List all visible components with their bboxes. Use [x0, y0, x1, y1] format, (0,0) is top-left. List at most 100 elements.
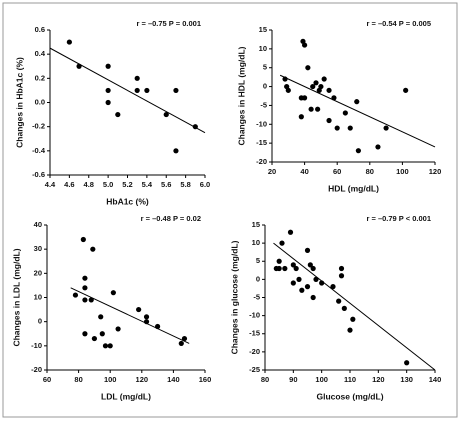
point — [347, 125, 353, 131]
point — [310, 294, 316, 301]
point — [82, 297, 88, 303]
y-tick-label: 0 — [263, 82, 267, 91]
point — [296, 276, 302, 282]
annotation: r = –0.79 P < 0.001 — [366, 214, 431, 223]
fit-line — [273, 242, 436, 371]
annotation: r = –0.48 P = 0.02 — [141, 214, 201, 223]
point — [326, 117, 332, 124]
x-tick-label: 160 — [199, 375, 212, 384]
y-tick-label: -5 — [253, 292, 260, 301]
y-tick-label: 10 — [34, 292, 42, 301]
x-axis-title: Glucose (mg/dL) — [316, 391, 383, 401]
point — [105, 63, 111, 69]
x-axis-title: LDL (mg/dL) — [101, 391, 151, 401]
point — [144, 87, 150, 94]
y-tick-label: 0 — [256, 274, 260, 283]
point — [276, 265, 282, 272]
point — [304, 247, 311, 253]
point — [334, 125, 340, 131]
x-tick-label: 110 — [344, 375, 356, 384]
point — [350, 316, 356, 322]
y-tick-label: -15 — [256, 138, 267, 147]
y-tick-label: -0.4 — [32, 146, 46, 155]
y-tick-label: -0.2 — [32, 122, 45, 131]
y-tick-label: 0.0 — [35, 97, 45, 106]
point — [80, 236, 86, 243]
point — [302, 95, 308, 101]
point — [276, 258, 282, 264]
point — [173, 148, 179, 154]
fit-line — [279, 74, 436, 148]
y-tick-label: -5 — [260, 100, 267, 109]
annotation: r = –0.75 P = 0.001 — [136, 19, 201, 28]
y-axis-title: Changes in LDL (mg/dL) — [11, 248, 21, 346]
x-tick-label: 5.2 — [122, 180, 132, 189]
point — [341, 305, 347, 311]
point — [105, 99, 111, 106]
point — [347, 327, 353, 333]
point — [110, 290, 116, 296]
point — [82, 275, 88, 281]
y-tick-label: 20 — [34, 268, 42, 277]
x-tick-label: 20 — [268, 167, 276, 176]
y-tick-label: 10 — [259, 44, 267, 53]
y-tick-label: -20 — [249, 347, 260, 356]
point — [404, 360, 410, 366]
point — [305, 65, 311, 71]
y-tick-label: 0.6 — [35, 25, 45, 34]
point — [299, 287, 305, 293]
point — [163, 111, 169, 118]
point — [136, 306, 142, 313]
y-tick-label: 15 — [259, 25, 267, 34]
point — [383, 125, 389, 131]
y-tick-label: 0.2 — [35, 73, 45, 82]
x-tick-label: 5.4 — [142, 180, 153, 189]
y-tick-label: -10 — [249, 311, 260, 320]
point — [279, 240, 285, 246]
y-tick-label: -0.6 — [32, 170, 45, 179]
y-tick-label: -20 — [31, 365, 42, 374]
point — [315, 106, 321, 112]
y-tick-label: 5 — [256, 256, 260, 265]
y-tick-label: 30 — [34, 244, 42, 253]
point — [307, 262, 313, 268]
point — [107, 343, 113, 349]
point — [338, 273, 345, 279]
point — [298, 114, 304, 120]
point — [181, 335, 188, 342]
x-tick-label: 40 — [300, 167, 308, 176]
point — [310, 265, 316, 272]
point — [304, 284, 311, 290]
y-tick-label: -15 — [249, 329, 260, 338]
x-tick-label: 90 — [289, 375, 297, 384]
x-tick-label: 4.6 — [64, 180, 74, 189]
point — [115, 326, 121, 332]
y-axis-title: Changes in glucose (mg/dL) — [229, 240, 239, 354]
x-tick-label: 4.8 — [84, 180, 94, 189]
fit-line — [70, 287, 190, 344]
point — [290, 262, 296, 268]
point — [115, 111, 121, 118]
point — [134, 75, 140, 81]
point — [290, 280, 296, 286]
point — [318, 83, 324, 90]
x-tick-label: 100 — [104, 375, 117, 384]
y-tick-label: 15 — [252, 220, 260, 229]
y-tick-label: -20 — [256, 157, 267, 166]
point — [143, 314, 150, 320]
point — [91, 335, 97, 342]
point — [321, 76, 327, 82]
point — [285, 87, 291, 93]
x-tick-label: 80 — [261, 375, 269, 384]
fit-line — [49, 47, 206, 134]
y-tick-label: 40 — [34, 220, 42, 229]
point — [293, 265, 299, 272]
x-tick-label: 100 — [396, 167, 409, 176]
y-tick-label: 0.4 — [35, 49, 46, 58]
annotation: r = –0.54 P = 0.005 — [366, 19, 431, 28]
x-tick-label: 140 — [429, 375, 442, 384]
x-tick-label: 5.0 — [103, 180, 113, 189]
point — [99, 331, 105, 337]
point — [134, 87, 140, 94]
